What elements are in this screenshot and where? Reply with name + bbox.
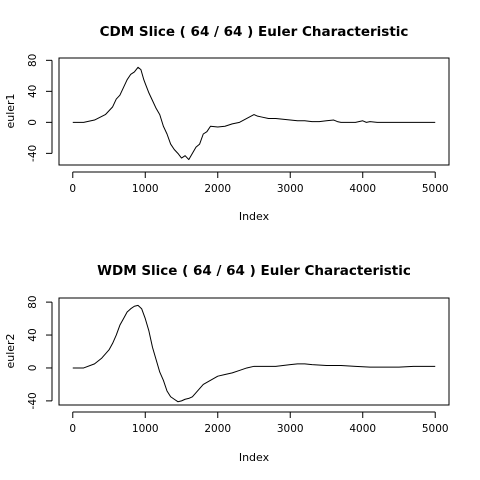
y-tick-label: 0 [27, 365, 39, 372]
x-tick-label: 0 [69, 183, 76, 195]
y-axis-label: euler1 [4, 93, 17, 128]
y-tick-label: -40 [27, 392, 39, 409]
x-tick-label: 4000 [349, 183, 376, 195]
plot-frame [58, 57, 450, 166]
x-tick-label: 3000 [277, 183, 304, 195]
x-tick-label: 5000 [422, 423, 449, 435]
x-axis: 0 1000 2000 3000 4000 5000 [69, 171, 449, 195]
x-axis-label: Index [239, 210, 270, 223]
chart-panel-cdm: CDM Slice ( 64 / 64 ) Euler Characterist… [4, 24, 450, 223]
y-tick-label: 0 [27, 119, 39, 126]
x-axis-label: Index [239, 451, 270, 464]
x-tick-label: 0 [69, 423, 76, 435]
x-tick-label: 4000 [349, 423, 376, 435]
chart-title: CDM Slice ( 64 / 64 ) Euler Characterist… [100, 24, 409, 40]
x-tick-label: 1000 [132, 183, 159, 195]
y-tick-label: 40 [27, 328, 39, 341]
y-tick-label: -40 [27, 145, 39, 162]
x-tick-label: 5000 [422, 183, 449, 195]
y-tick-label: 80 [27, 295, 39, 308]
y-axis-label: euler2 [4, 333, 17, 368]
chart-panel-wdm: WDM Slice ( 64 / 64 ) Euler Characterist… [4, 263, 450, 464]
x-axis: 0 1000 2000 3000 4000 5000 [69, 411, 449, 435]
x-tick-label: 2000 [204, 423, 231, 435]
y-tick-label: 40 [27, 85, 39, 98]
plot-frame [58, 297, 450, 406]
series-line-euler1 [72, 66, 436, 161]
y-tick-label: 80 [27, 54, 39, 67]
y-axis: -40 0 40 80 [27, 295, 53, 409]
series-line-euler2 [72, 304, 436, 403]
y-axis: -40 0 40 80 [27, 54, 53, 162]
x-tick-label: 1000 [132, 423, 159, 435]
x-tick-label: 2000 [204, 183, 231, 195]
chart-title: WDM Slice ( 64 / 64 ) Euler Characterist… [97, 263, 411, 279]
x-tick-label: 3000 [277, 423, 304, 435]
